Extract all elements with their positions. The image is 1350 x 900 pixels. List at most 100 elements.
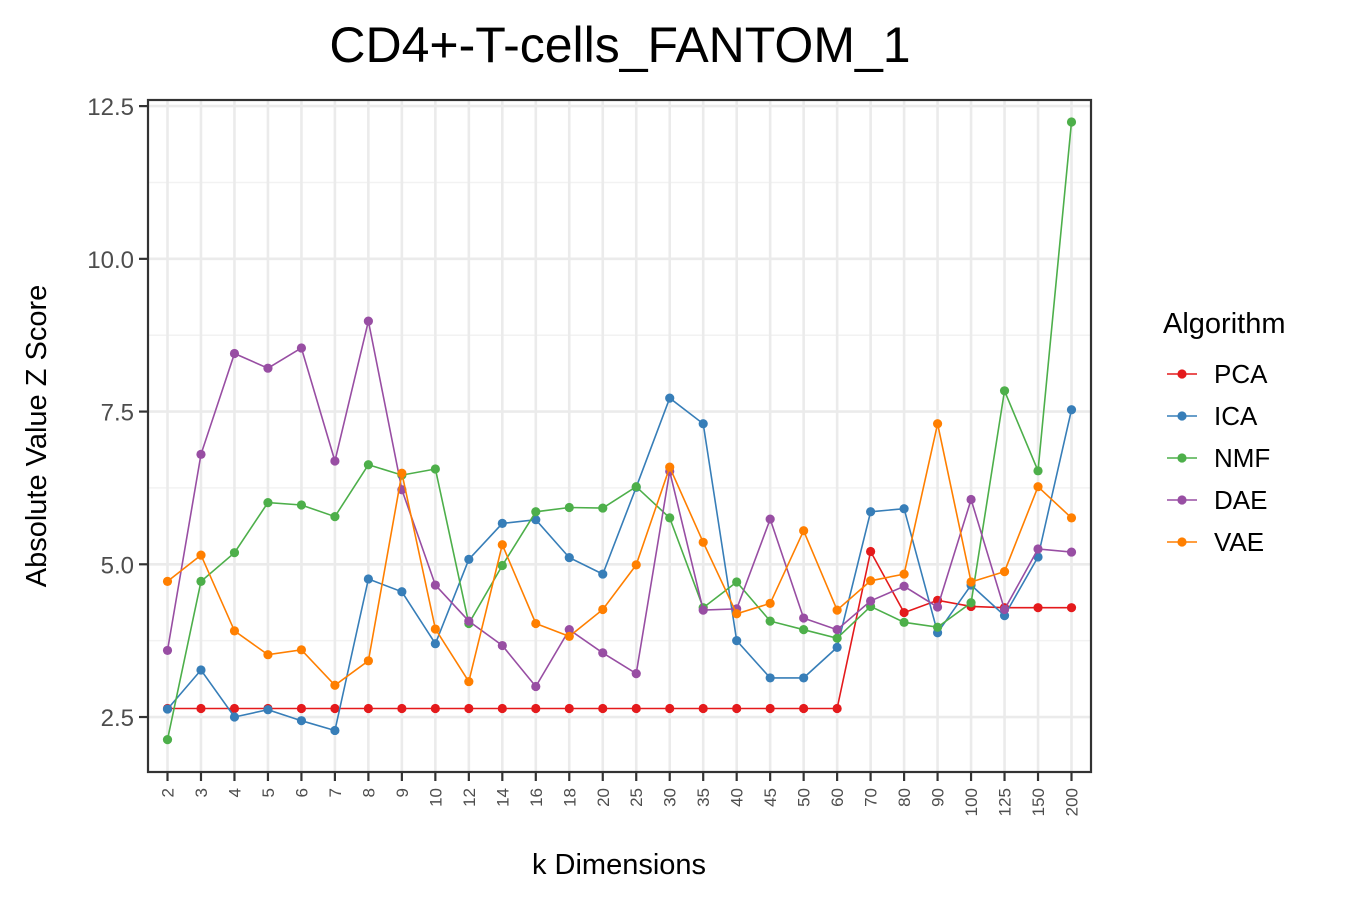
x-tick-label: 4 — [225, 788, 244, 797]
data-point-vae — [531, 618, 541, 629]
x-tick-label: 30 — [661, 788, 680, 807]
data-point-ica — [765, 673, 775, 683]
data-point-nmf — [765, 616, 775, 626]
data-point-nmf — [162, 735, 173, 745]
x-tick-label: 45 — [761, 788, 780, 807]
x-tick-label: 8 — [359, 788, 378, 797]
data-point-nmf — [296, 500, 307, 510]
x-tick-label: 7 — [326, 788, 345, 797]
x-tick-label: 35 — [694, 788, 713, 807]
data-point-vae — [1066, 513, 1077, 523]
x-axis: 2 3 4 5 6 7 8 9 10 12 14 16 18 20 25 30 35 40 45 50 60 70 80 90… — [159, 772, 1082, 816]
data-point-nmf — [966, 598, 976, 608]
data-point-nmf — [999, 386, 1010, 396]
data-point-pca — [296, 703, 307, 714]
data-point-nmf — [229, 548, 240, 558]
legend-key-point — [1177, 495, 1187, 505]
data-point-pca — [598, 703, 608, 714]
data-point-vae — [866, 576, 876, 586]
data-point-vae — [330, 680, 340, 690]
data-point-dae — [899, 581, 909, 591]
data-point-ica — [330, 725, 340, 736]
data-point-ica — [732, 636, 742, 646]
plot-panel-border — [146, 98, 1093, 774]
data-point-dae — [196, 449, 206, 459]
data-point-pca — [799, 703, 809, 714]
data-point-ica — [799, 673, 809, 683]
grid-minor — [148, 181, 1091, 642]
data-point-vae — [698, 537, 708, 547]
data-point-vae — [732, 609, 742, 619]
data-point-ica — [1066, 405, 1077, 415]
data-point-nmf — [665, 513, 675, 523]
data-point-dae — [464, 616, 474, 626]
data-point-pca — [631, 703, 641, 714]
data-point-nmf — [531, 507, 541, 517]
data-point-nmf — [732, 577, 742, 587]
legend: Algorithm PCA ICA NMF DAE VAE — [1163, 308, 1286, 557]
data-point-pca — [564, 703, 574, 714]
x-tick-label: 50 — [795, 788, 814, 807]
legend-items: PCA ICA NMF DAE VAE — [1167, 359, 1270, 557]
x-axis-label: k Dimensions — [532, 849, 706, 881]
legend-item-vae: VAE — [1167, 527, 1264, 557]
data-point-nmf — [497, 560, 507, 571]
data-point-nmf — [598, 503, 608, 513]
series-layer — [162, 117, 1077, 745]
data-point-dae — [932, 602, 943, 612]
x-tick-label: 25 — [627, 788, 646, 807]
y-axis-label: Absolute Value Z Score — [21, 285, 53, 588]
data-point-dae — [698, 605, 708, 615]
x-tick-label: 12 — [460, 788, 479, 807]
data-point-nmf — [631, 482, 641, 492]
data-point-nmf — [799, 625, 809, 635]
data-point-dae — [531, 681, 541, 692]
data-point-vae — [932, 419, 943, 429]
data-point-vae — [665, 462, 675, 472]
data-point-pca — [229, 703, 240, 714]
data-point-ica — [464, 554, 474, 565]
data-point-dae — [1033, 544, 1043, 554]
data-point-pca — [665, 703, 675, 714]
x-tick-label: 90 — [929, 788, 948, 807]
series-line-vae — [167, 423, 1073, 687]
data-point-ica — [832, 642, 842, 652]
grid-major — [148, 100, 1091, 772]
data-point-nmf — [430, 464, 440, 474]
legend-key-point — [1177, 369, 1187, 379]
data-point-pca — [1066, 603, 1077, 613]
y-tick-label: 7.5 — [101, 400, 134, 427]
data-point-nmf — [330, 512, 340, 522]
data-point-dae — [832, 625, 842, 635]
data-point-nmf — [899, 617, 909, 627]
data-point-pca — [430, 703, 440, 714]
x-tick-label: 40 — [728, 788, 747, 807]
data-point-dae — [866, 596, 876, 606]
data-point-vae — [564, 631, 574, 641]
series-line-ica — [166, 396, 1073, 732]
data-point-pca — [765, 703, 775, 714]
data-point-vae — [464, 676, 474, 687]
data-point-dae — [497, 640, 507, 651]
series-vae — [162, 419, 1077, 690]
x-tick-label: 14 — [493, 788, 512, 807]
data-point-ica — [531, 515, 541, 525]
data-point-pca — [330, 703, 340, 714]
data-point-nmf — [263, 497, 273, 508]
data-point-ica — [564, 552, 574, 563]
data-point-vae — [263, 650, 273, 660]
legend-item-pca: PCA — [1167, 359, 1268, 389]
data-point-ica — [665, 393, 675, 403]
data-point-ica — [866, 507, 876, 517]
data-point-dae — [162, 645, 173, 656]
data-point-ica — [162, 704, 173, 714]
x-tick-label: 16 — [527, 788, 546, 807]
data-point-pca — [832, 703, 842, 714]
data-point-ica — [698, 419, 708, 429]
series-line-dae — [166, 320, 1072, 688]
x-tick-label: 125 — [996, 788, 1015, 816]
data-point-ica — [430, 639, 440, 649]
data-point-dae — [631, 669, 641, 679]
x-tick-label: 70 — [862, 788, 881, 807]
